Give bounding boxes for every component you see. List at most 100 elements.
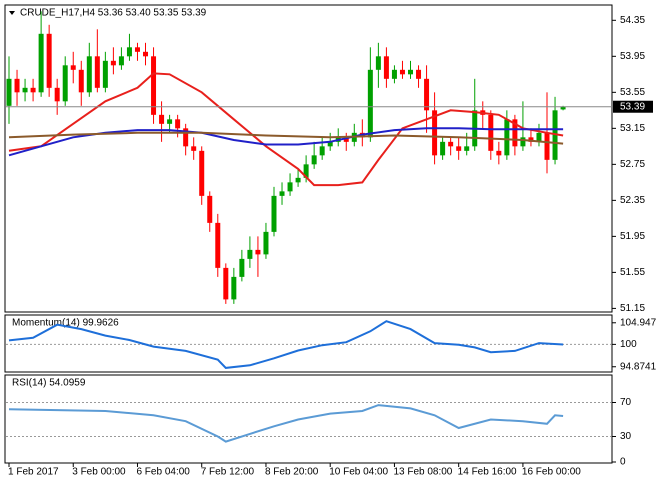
candle-body: [464, 146, 470, 151]
candle-body: [70, 65, 76, 70]
last-price-label: 53.39: [620, 101, 645, 112]
y-tick-label: 51.55: [620, 267, 645, 278]
candle-body: [416, 69, 422, 79]
price-panel: [4, 4, 613, 313]
candle-body: [247, 249, 253, 259]
candle-body: [383, 56, 389, 79]
candle-body: [215, 222, 221, 268]
candle-body: [94, 56, 100, 88]
moving-average: [8, 72, 564, 187]
candle-body: [448, 141, 454, 147]
candle-body: [512, 119, 518, 147]
rsi-panel: [4, 374, 613, 464]
x-tick-label: 13 Feb 08:00: [393, 467, 452, 478]
candle-body: [408, 69, 413, 75]
candle-body: [488, 114, 494, 151]
candle-body: [86, 56, 92, 93]
rsi-title: RSI(14) 54.0959: [12, 378, 86, 389]
candle-body: [440, 141, 446, 156]
candle-body: [255, 249, 261, 255]
candle-body: [151, 56, 157, 115]
candle-body: [46, 33, 52, 88]
candle-body: [22, 87, 28, 93]
y-tick-label: 52.35: [620, 195, 645, 206]
candle-body: [183, 128, 189, 147]
x-tick-label: 8 Feb 20:00: [265, 467, 319, 478]
y-tick-label: 94.8741: [620, 361, 657, 372]
candle-body: [207, 195, 213, 223]
y-tick-label: 51.15: [620, 303, 645, 314]
candle-body: [391, 69, 397, 79]
candle-body: [544, 132, 550, 160]
y-tick-label: 53.55: [620, 87, 645, 98]
indicator-line: [8, 404, 564, 443]
candle-body: [343, 137, 349, 142]
candle-body: [456, 146, 462, 151]
candle-body: [167, 119, 173, 124]
candle-body: [399, 69, 405, 75]
y-tick-label: 0: [620, 457, 626, 468]
candle-body: [536, 132, 542, 142]
candle-body: [118, 56, 124, 66]
candle-body: [143, 51, 149, 57]
dropdown-icon: [9, 11, 15, 15]
candle-body: [496, 150, 502, 156]
candle-body: [62, 65, 68, 102]
y-tick-label: 30: [620, 431, 632, 442]
x-tick-label: 3 Feb 00:00: [72, 467, 126, 478]
momentum-panel: [4, 314, 613, 373]
candle-body: [432, 110, 438, 156]
candle-body: [231, 276, 237, 300]
candle-body: [78, 69, 84, 93]
momentum-title: Momentum(14) 99.9626: [12, 318, 119, 329]
x-tick-label: 6 Feb 04:00: [136, 467, 190, 478]
candle-body: [134, 47, 140, 52]
candle-body: [54, 87, 60, 102]
candle-body: [191, 146, 197, 151]
candle-body: [263, 231, 269, 255]
candle-body: [504, 119, 510, 156]
candle-body: [303, 164, 309, 178]
y-tick-label: 70: [620, 397, 632, 408]
x-tick-label: 1 Feb 2017: [8, 467, 59, 478]
last-price-tag: [613, 100, 653, 113]
y-tick-label: 53.95: [620, 51, 645, 62]
y-tick-label: 53.15: [620, 123, 645, 134]
candle-body: [375, 56, 381, 70]
x-tick-label: 14 Feb 16:00: [458, 467, 517, 478]
candle-body: [199, 150, 205, 196]
candle-body: [287, 182, 293, 192]
candle-body: [239, 258, 245, 277]
candle-body: [271, 195, 277, 232]
candle-body: [14, 78, 20, 93]
x-tick-label: 16 Feb 00:00: [522, 467, 581, 478]
candle-body: [424, 78, 430, 111]
candle-body: [319, 146, 325, 156]
y-tick-label: 54.35: [620, 15, 645, 26]
candle-body: [175, 119, 181, 129]
y-tick-label: 52.75: [620, 159, 645, 170]
x-tick-label: 10 Feb 04:00: [329, 467, 388, 478]
candle-body: [520, 137, 526, 147]
candle-body: [528, 137, 534, 142]
candle-body: [367, 69, 373, 138]
chart-title: CRUDE_H17,H4 53.36 53.40 53.35 53.39: [20, 8, 207, 19]
candle-body: [6, 78, 12, 106]
y-tick-label: 100: [620, 339, 637, 350]
y-tick-label: 104.947: [620, 317, 657, 328]
candle-body: [30, 87, 36, 93]
candle-body: [126, 47, 132, 57]
candle-body: [102, 60, 108, 88]
candle-body: [38, 33, 44, 93]
moving-average: [8, 131, 564, 145]
candle-body: [279, 191, 285, 196]
candle-body: [159, 114, 165, 124]
x-tick-label: 7 Feb 12:00: [201, 467, 255, 478]
candle-body: [560, 106, 566, 110]
candle-body: [295, 177, 301, 183]
candle-body: [327, 141, 333, 147]
candle-body: [223, 267, 229, 300]
indicator-line: [8, 320, 564, 369]
